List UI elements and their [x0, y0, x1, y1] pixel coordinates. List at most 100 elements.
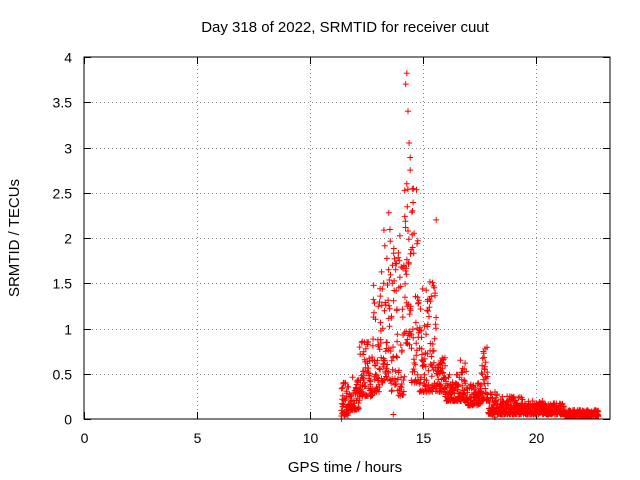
x-tick-label: 10 [303, 430, 319, 446]
data-point [375, 343, 382, 350]
data-point [403, 256, 410, 263]
data-point [380, 280, 387, 287]
data-point [486, 400, 493, 406]
data-point [410, 334, 417, 341]
data-point [430, 359, 437, 366]
data-point [419, 351, 425, 358]
data-point [446, 371, 453, 378]
data-point [426, 313, 432, 320]
data-point [393, 260, 400, 267]
data-point [370, 296, 377, 303]
data-point [417, 306, 424, 312]
data-point [339, 392, 346, 399]
data-point [410, 199, 417, 206]
data-point [391, 255, 398, 262]
data-point [371, 309, 377, 316]
data-point [381, 307, 388, 314]
data-point [414, 371, 421, 378]
data-point [394, 331, 401, 338]
data-point [388, 313, 395, 320]
data-point [377, 293, 384, 300]
data-point [420, 362, 427, 369]
data-point [386, 226, 393, 233]
data-point [393, 353, 400, 360]
data-point [408, 331, 415, 338]
data-point [459, 382, 466, 389]
data-point [343, 390, 350, 397]
data-point [407, 250, 414, 257]
data-point [392, 266, 399, 273]
data-point [402, 81, 409, 88]
data-point [472, 384, 479, 391]
data-point [405, 228, 411, 234]
data-point [384, 368, 391, 375]
data-point [396, 257, 403, 264]
data-point [429, 341, 436, 347]
data-point [414, 237, 421, 244]
data-point [397, 342, 404, 348]
data-point [342, 397, 349, 404]
data-point [423, 377, 430, 384]
data-point [367, 378, 374, 385]
data-point [406, 341, 413, 348]
data-point [372, 316, 379, 323]
data-point [402, 224, 409, 231]
data-point [387, 271, 394, 278]
x-axis-label: GPS time / hours [288, 459, 402, 476]
data-point [430, 347, 437, 354]
data-point [425, 381, 432, 388]
data-point [484, 344, 490, 351]
data-point [375, 303, 382, 310]
data-point [428, 293, 435, 300]
data-point [405, 259, 412, 266]
data-point [431, 335, 438, 342]
data-point [400, 388, 407, 395]
data-point [421, 382, 428, 389]
data-point [396, 274, 403, 281]
data-point [462, 360, 469, 367]
data-point [425, 308, 431, 314]
data-point [383, 255, 390, 262]
data-point [417, 379, 424, 386]
data-point [361, 379, 368, 386]
data-point [374, 357, 381, 364]
data-point [384, 282, 391, 288]
data-point [424, 321, 431, 328]
data-point [519, 396, 526, 403]
data-point [390, 411, 397, 418]
data-point [422, 363, 429, 370]
data-point [370, 282, 377, 289]
data-point [433, 325, 439, 332]
data-point [390, 297, 397, 304]
x-axis-ticks: 0 5 10 15 20 [81, 57, 544, 446]
data-point [386, 323, 393, 330]
data-point [385, 209, 392, 216]
data-point [362, 345, 369, 352]
x-tick-label: 15 [416, 430, 432, 446]
data-point [385, 297, 392, 304]
data-points [338, 70, 602, 422]
data-point [478, 381, 485, 388]
data-point [385, 369, 392, 376]
data-point [394, 376, 401, 383]
data-point [481, 354, 488, 361]
data-point [407, 154, 414, 161]
data-point [384, 361, 391, 368]
data-point [406, 311, 413, 318]
data-point [355, 400, 362, 406]
y-tick-label: 0 [64, 412, 72, 428]
data-point [387, 238, 394, 245]
data-point [403, 70, 410, 77]
data-point [479, 371, 486, 378]
data-point [390, 344, 396, 351]
data-point [377, 340, 384, 346]
data-point [411, 230, 418, 237]
data-point [402, 294, 408, 301]
data-point [462, 380, 469, 387]
data-point [382, 302, 389, 308]
data-point [481, 363, 488, 370]
data-point [339, 384, 346, 391]
data-point [429, 364, 436, 371]
data-point [401, 213, 408, 220]
